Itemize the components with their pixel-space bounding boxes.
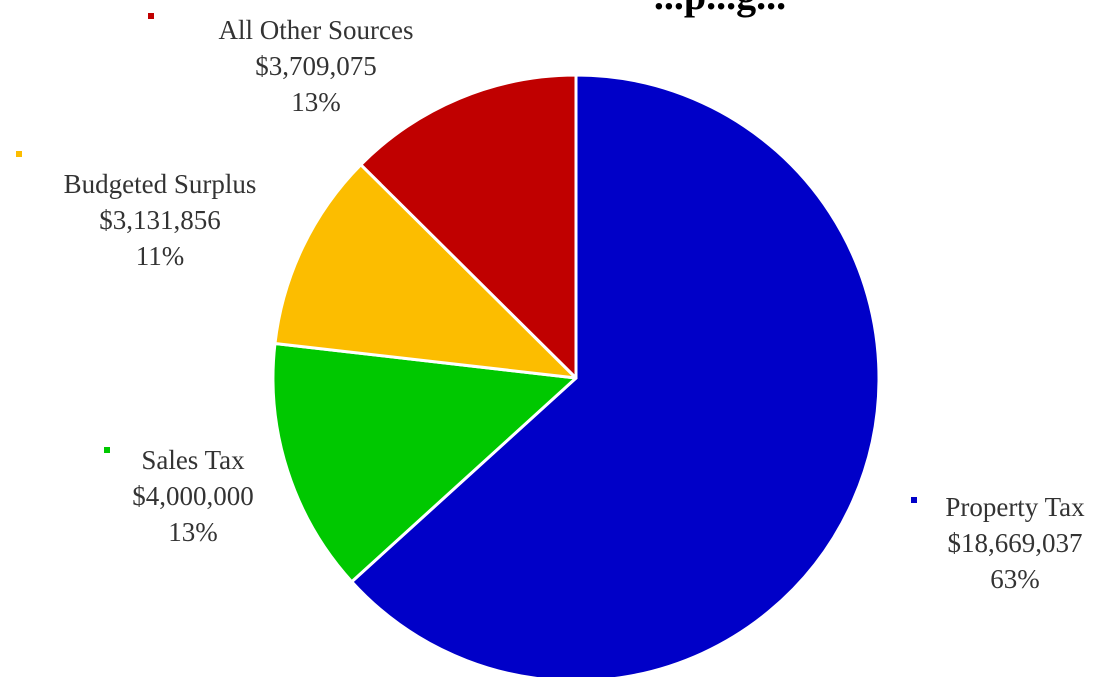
label-marker-all-other-sources bbox=[148, 13, 154, 19]
label-marker-property-tax bbox=[911, 497, 917, 503]
label-percent-all-other-sources: 13% bbox=[291, 87, 341, 117]
pie-slices bbox=[271, 73, 881, 677]
label-amount-all-other-sources: $3,709,075 bbox=[255, 51, 377, 81]
label-name-budgeted-surplus: Budgeted Surplus bbox=[64, 169, 257, 199]
pie-slice-property-tax bbox=[350, 73, 881, 677]
label-name-sales-tax: Sales Tax bbox=[141, 445, 245, 475]
label-amount-sales-tax: $4,000,000 bbox=[132, 481, 254, 511]
label-percent-property-tax: 63% bbox=[990, 564, 1040, 594]
label-amount-budgeted-surplus: $3,131,856 bbox=[99, 205, 221, 235]
pie-slice-budgeted-surplus bbox=[273, 163, 578, 380]
label-name-all-other-sources: All Other Sources bbox=[219, 15, 414, 45]
pie-labels: Property Tax $18,669,037 63% Sales Tax $4,00… bbox=[16, 13, 1085, 594]
label-percent-sales-tax: 13% bbox=[168, 517, 218, 547]
pie-slice-all-other-sources bbox=[359, 73, 578, 380]
label-amount-property-tax: $18,669,037 bbox=[948, 528, 1083, 558]
label-marker-sales-tax bbox=[104, 447, 110, 453]
chart-title: ...p...g... bbox=[654, 0, 786, 18]
label-percent-budgeted-surplus: 11% bbox=[136, 241, 185, 271]
pie-slice-sales-tax bbox=[271, 341, 578, 584]
label-marker-budgeted-surplus bbox=[16, 151, 22, 157]
label-name-property-tax: Property Tax bbox=[945, 492, 1085, 522]
